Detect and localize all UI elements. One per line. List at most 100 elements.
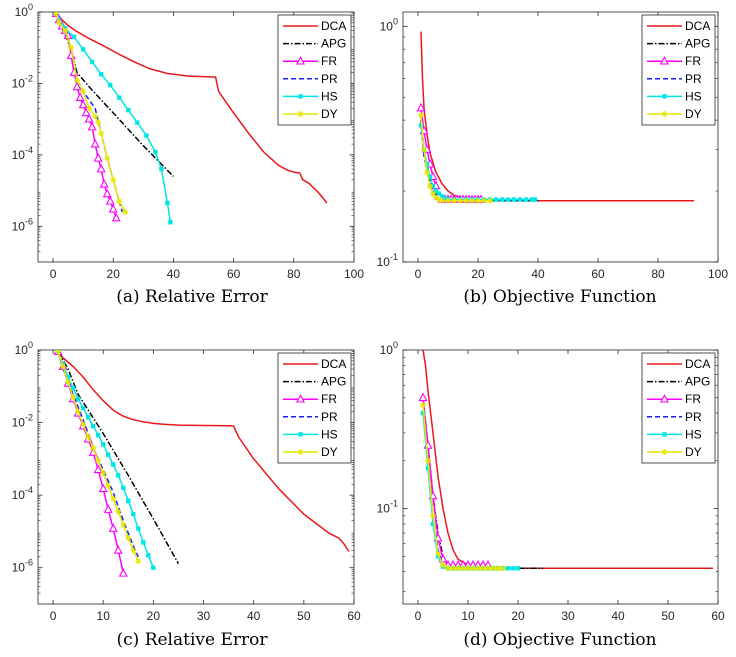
data-point-fr [416, 102, 426, 112]
legend-label-dy: DY [321, 107, 338, 121]
data-point-dy [115, 508, 122, 515]
y-tick-label: 100 [15, 340, 33, 357]
data-point-dy [95, 119, 102, 126]
data-point-dy [475, 197, 481, 204]
data-point-fr [87, 121, 97, 131]
legend-marker-hs [298, 432, 303, 437]
x-tick-label: 80 [287, 267, 301, 281]
y-tick-label: 10-1 [377, 252, 398, 269]
legend-label-dca: DCA [685, 19, 710, 33]
legend-label-pr: PR [321, 72, 338, 86]
x-tick-label: 20 [471, 267, 485, 281]
x-tick-label: 30 [561, 609, 575, 623]
data-point-dy [418, 112, 424, 119]
y-tick-label: 10-1 [377, 499, 398, 516]
data-point-dy [65, 379, 72, 386]
data-point-dy [487, 197, 493, 204]
data-point-fr [118, 568, 128, 577]
data-point-fr [81, 107, 91, 117]
legend-marker-dy [661, 449, 668, 455]
data-point-dy [120, 522, 127, 529]
caption-b: (b) Objective Function [463, 287, 657, 307]
x-tick-label: 20 [511, 609, 525, 623]
y-tick-label: 100 [380, 340, 398, 357]
x-tick-label: 40 [531, 267, 545, 281]
data-point-hs [121, 485, 126, 490]
data-point-hs [153, 149, 158, 155]
data-point-hs [493, 197, 499, 202]
caption-d: (d) Objective Function [463, 630, 657, 650]
legend: DCA APG FR PR HS DY [641, 352, 716, 464]
data-point-dy [92, 113, 99, 120]
data-point-dy [135, 558, 142, 565]
series-group [418, 350, 713, 572]
y-tick-label: 10-6 [12, 558, 33, 575]
data-point-dy [100, 470, 107, 477]
data-point-hs [106, 452, 111, 457]
x-tick-label: 50 [661, 609, 675, 623]
data-point-dy [86, 105, 93, 112]
data-point-dy [435, 550, 441, 557]
data-point-hs [532, 197, 538, 202]
data-point-dy [53, 12, 60, 17]
y-tick-label: 100 [380, 16, 398, 33]
legend-box [641, 14, 716, 126]
series-group [53, 350, 350, 577]
series-line-dca [57, 351, 350, 552]
caption-c: (c) Relative Error [116, 630, 268, 650]
panel-d: 0 10 20 30 40 50 60 10-1 100 DCA APG FR PR HS DY [377, 340, 725, 623]
data-point-dy [500, 565, 506, 572]
data-point-hs [71, 34, 77, 40]
data-point-dy [470, 565, 476, 572]
data-point-dy [116, 198, 123, 205]
series-group [416, 31, 694, 204]
data-point-hs [126, 498, 131, 503]
data-point-dy [74, 77, 81, 84]
data-point-dy [481, 197, 487, 204]
legend: DCA APG FR PR HS DY [277, 352, 352, 464]
legend-marker-hs [662, 432, 667, 437]
data-point-dy [421, 146, 427, 153]
data-point-hs [436, 191, 442, 196]
data-point-fr [113, 545, 123, 554]
legend-label-apg: APG [321, 37, 346, 51]
data-point-dy [425, 457, 431, 464]
x-tick-label: 60 [347, 609, 361, 623]
legend-label-apg: APG [685, 375, 710, 389]
legend-box [277, 14, 352, 126]
data-point-hs [75, 396, 81, 402]
data-point-hs [99, 72, 104, 77]
data-point-hs [116, 473, 121, 478]
data-point-dy [110, 176, 117, 183]
data-point-fr [108, 204, 118, 213]
data-point-fr [111, 212, 121, 222]
data-point-dy [90, 444, 97, 451]
data-point-hs [90, 423, 96, 429]
data-point-fr [93, 153, 103, 162]
x-tick-label: 60 [591, 267, 605, 281]
data-point-dy [80, 88, 87, 95]
legend-marker-hs [298, 94, 303, 99]
data-point-hs [108, 82, 113, 88]
data-point-fr [96, 163, 106, 173]
y-tick-label: 10-2 [12, 413, 33, 430]
data-point-dy [62, 27, 69, 34]
data-point-hs [85, 415, 91, 420]
x-tick-label: 80 [651, 267, 665, 281]
data-point-hs [80, 405, 86, 411]
data-point-hs [159, 166, 164, 172]
data-point-dy [98, 130, 105, 137]
data-point-hs [168, 220, 173, 225]
data-point-dy [70, 394, 77, 401]
legend-label-fr: FR [321, 54, 337, 68]
data-point-dy [110, 495, 117, 502]
data-point-hs [165, 200, 170, 206]
data-point-hs [101, 442, 106, 447]
data-point-fr [98, 483, 108, 493]
legend-marker-fr [659, 56, 670, 65]
legend-label-pr: PR [685, 410, 702, 424]
data-point-hs [146, 553, 151, 558]
data-point-dy [450, 565, 456, 572]
data-point-dy [445, 565, 451, 572]
data-point-dy [457, 197, 463, 204]
